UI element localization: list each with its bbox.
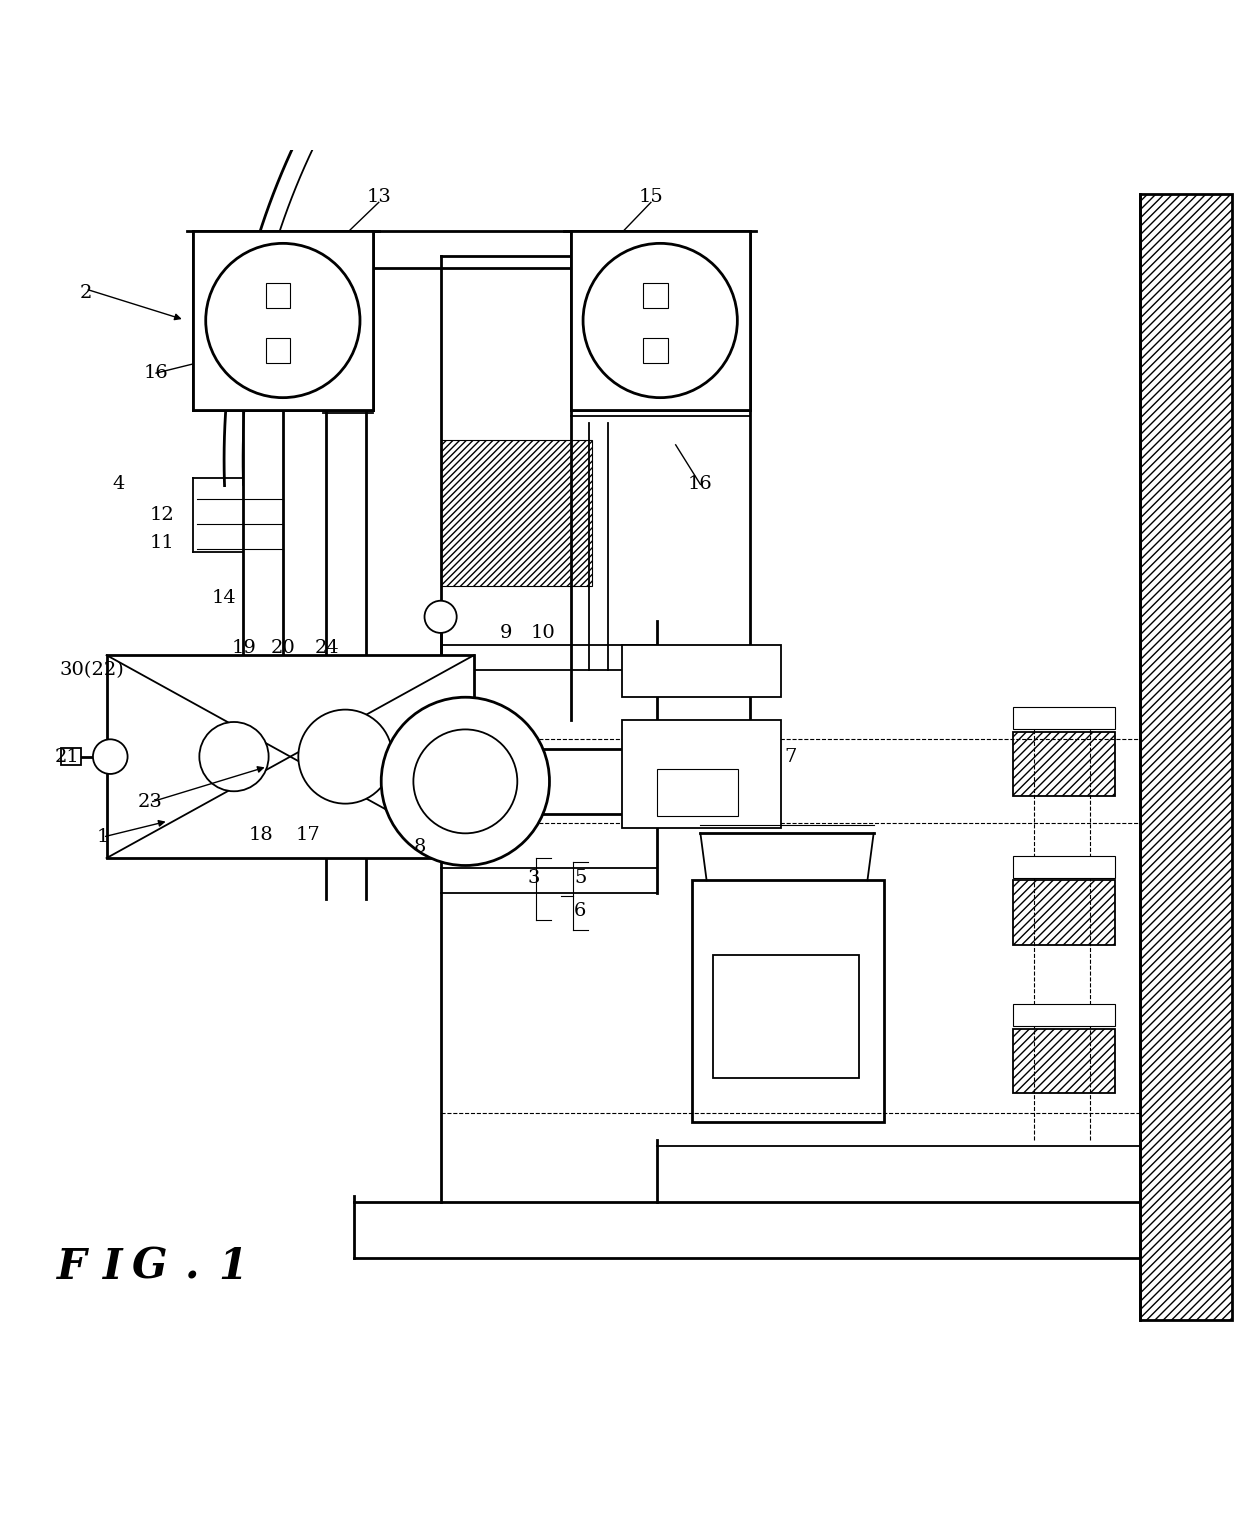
Text: 15: 15 (639, 188, 663, 206)
Circle shape (93, 740, 128, 774)
Text: 1: 1 (218, 1246, 247, 1287)
Circle shape (206, 243, 360, 398)
Bar (1013, 880, 1115, 944)
Text: 16: 16 (144, 365, 169, 381)
Circle shape (413, 729, 517, 834)
Text: I: I (103, 1246, 123, 1287)
Bar (570, 231, 750, 411)
Bar (1013, 855, 1115, 878)
Text: 24: 24 (315, 638, 340, 657)
Text: 21: 21 (55, 747, 79, 766)
Bar (642, 283, 667, 308)
Bar (622, 646, 781, 697)
Bar (61, 747, 81, 766)
Text: 17: 17 (296, 826, 321, 843)
Text: F: F (57, 1246, 87, 1287)
Bar (107, 655, 474, 858)
Bar (657, 769, 738, 817)
Text: 7: 7 (785, 747, 797, 766)
Text: 6: 6 (574, 903, 587, 920)
Circle shape (200, 721, 269, 791)
Text: 11: 11 (150, 534, 175, 552)
Bar (713, 955, 859, 1078)
Bar (1013, 732, 1115, 797)
Text: 1: 1 (97, 827, 109, 846)
Text: G: G (131, 1246, 167, 1287)
Text: 12: 12 (150, 506, 175, 524)
Bar (692, 880, 884, 1121)
Circle shape (299, 709, 392, 804)
Text: 30(22): 30(22) (60, 661, 124, 678)
Circle shape (381, 697, 549, 866)
Bar (1013, 1029, 1115, 1094)
Bar (193, 231, 372, 411)
Text: 10: 10 (531, 624, 556, 641)
Text: 8: 8 (413, 838, 425, 857)
Circle shape (583, 243, 738, 398)
Text: 13: 13 (366, 188, 391, 206)
Text: .: . (185, 1246, 198, 1287)
Text: 3: 3 (527, 869, 539, 887)
Text: 5: 5 (574, 869, 587, 887)
Bar (1140, 194, 1233, 1320)
Bar (1013, 1004, 1115, 1026)
Circle shape (424, 601, 456, 634)
Text: 4: 4 (113, 475, 125, 494)
Bar (1013, 707, 1115, 729)
Bar (265, 338, 290, 363)
Text: 16: 16 (688, 475, 713, 494)
Bar (265, 283, 290, 308)
Bar (622, 720, 781, 829)
Text: 20: 20 (272, 638, 296, 657)
Text: 18: 18 (249, 826, 274, 843)
Text: 9: 9 (500, 624, 512, 641)
Text: 19: 19 (232, 638, 257, 657)
Bar (642, 338, 667, 363)
Text: 2: 2 (79, 283, 92, 301)
Bar (440, 440, 591, 586)
Text: 14: 14 (212, 589, 237, 608)
Text: 23: 23 (138, 794, 162, 812)
